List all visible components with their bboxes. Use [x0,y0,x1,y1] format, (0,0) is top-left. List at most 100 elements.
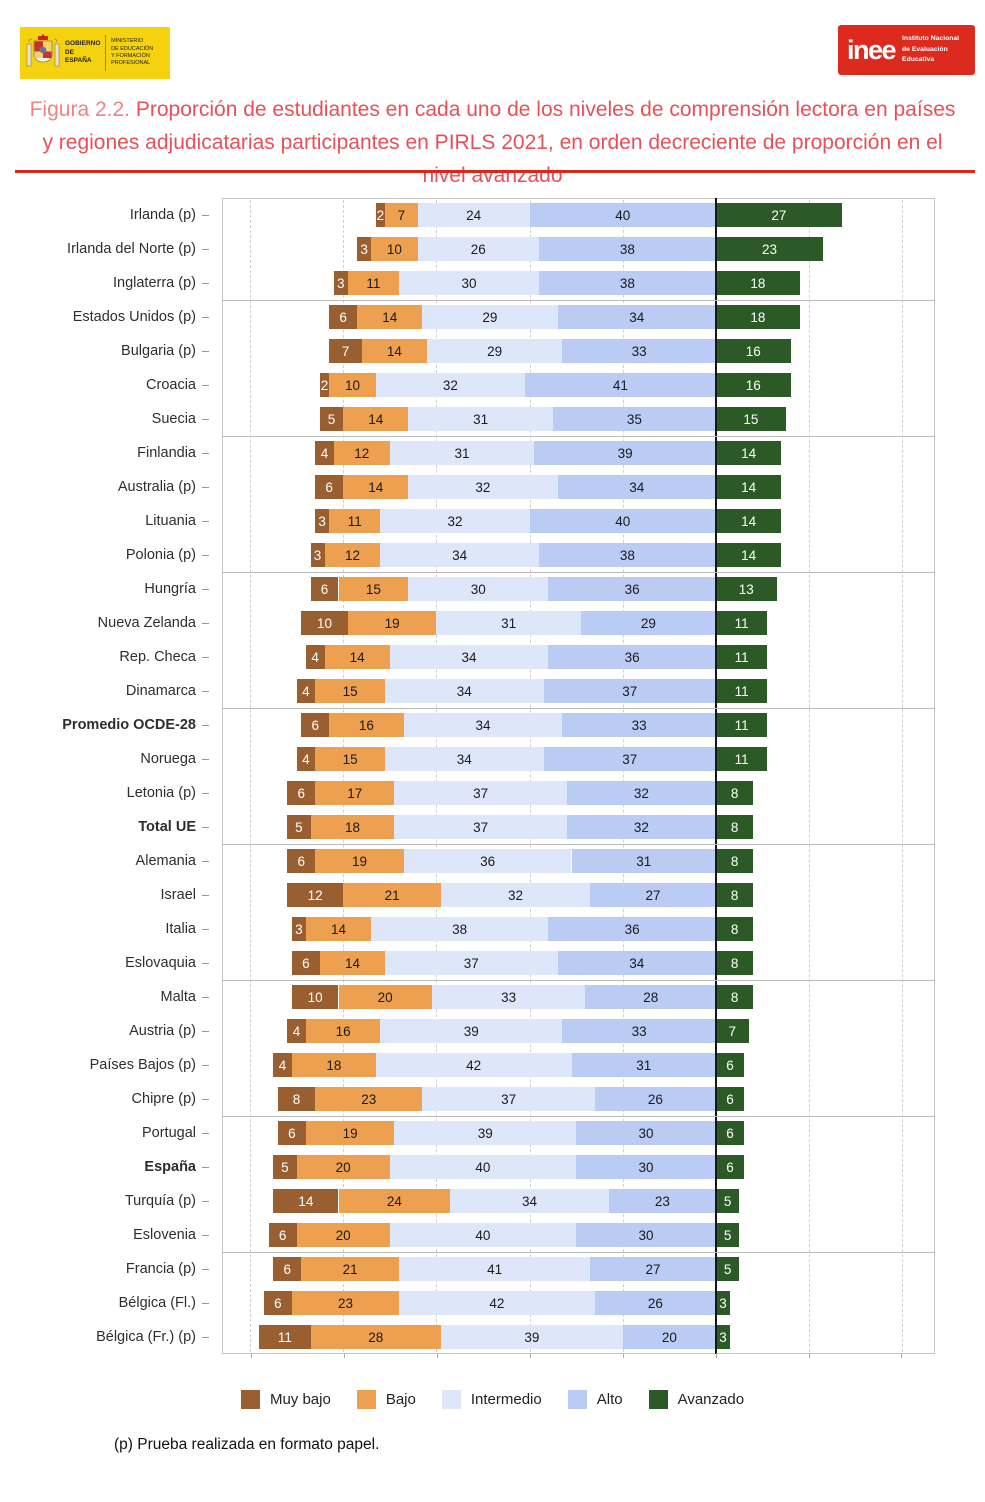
row-label: Australia (p) [117,479,196,495]
gridline [436,200,438,1352]
row-label: Letonia (p) [126,785,196,801]
row-label: Eslovaquia [125,955,196,971]
bar-segment-intermedio: 32 [375,373,525,397]
row-plot: 4 14 34 36 11 [222,640,935,674]
legend-label: Intermedio [470,1391,542,1408]
row-plot: 6 17 37 32 8 [222,776,935,810]
gridline [343,200,345,1352]
bar-segment-muy-bajo: 14 [273,1189,339,1213]
bar-segment-bajo: 14 [305,917,372,941]
bar-segment-avanzado: 11 [715,611,768,635]
row-plot: 5 14 31 35 15 [222,402,935,436]
bar-segment-alto: 36 [548,577,716,601]
row-axis-tick [202,486,209,488]
bar-segment-intermedio: 40 [389,1223,577,1247]
legend-item: Avanzado [648,1390,744,1409]
row-axis-tick [202,282,209,284]
bar-segment-muy-bajo: 3 [333,271,348,295]
bar-segment-avanzado: 11 [715,713,768,737]
bar-segment-alto: 40 [529,509,716,533]
bar-segment-muy-bajo: 7 [329,339,362,363]
bar-segment-intermedio: 34 [450,1189,609,1213]
legend-swatch [441,1390,461,1409]
chart-row: Inglaterra (p) 3 11 30 38 18 [0,266,985,300]
bar-segment-alto: 26 [594,1087,716,1111]
row-plot: 11 28 39 20 3 [222,1320,935,1354]
bar-segment-muy-bajo: 6 [277,1121,306,1145]
bar-segment-avanzado: 8 [715,917,754,941]
bar-segment-intermedio: 41 [399,1257,591,1281]
row-axis-tick [202,1064,209,1066]
bar-segment-bajo: 12 [333,441,390,465]
bar-segment-avanzado: 8 [715,781,754,805]
row-label: Bulgaria (p) [121,343,196,359]
bar-segment-intermedio: 36 [403,849,572,873]
inee-name-line-1: Instituto Nacional [902,35,960,43]
bar-segment-bajo: 10 [371,237,418,261]
row-label: Eslovenia [133,1227,196,1243]
gov-line2: DE ESPAÑA [65,48,92,65]
bar-segment-muy-bajo: 4 [315,441,334,465]
bar-segment-alto: 23 [608,1189,716,1213]
row-axis-tick [202,554,209,556]
bar-segment-alto: 26 [594,1291,716,1315]
chart-row: Letonia (p) 6 17 37 32 8 [0,776,985,810]
bar-segment-alto: 36 [548,917,716,941]
figure-title-text: Proporción de estudiantes en cada uno de… [42,98,956,187]
bar-segment-alto: 31 [571,849,716,873]
bar-segment-bajo: 11 [329,509,381,533]
chart-row: Rep. Checa 4 14 34 36 11 [0,640,985,674]
row-axis-tick [202,656,209,658]
bar-segment-muy-bajo: 6 [263,1291,292,1315]
bar-segment-muy-bajo: 10 [301,611,348,635]
row-plot: 4 16 39 33 7 [222,1014,935,1048]
bar-segment-intermedio: 34 [385,679,544,703]
row-plot: 2 7 24 40 27 [222,198,935,232]
chart-row: Croacia 2 10 32 41 16 [0,368,985,402]
chart-row: Portugal 6 19 39 30 6 [0,1116,985,1150]
bar-segment-bajo: 28 [310,1325,441,1349]
bar-segment-muy-bajo: 3 [310,543,325,567]
row-label: Portugal [141,1125,196,1141]
bar-segment-alto: 30 [576,1155,716,1179]
row-axis-tick [202,792,209,794]
bar-segment-bajo: 14 [343,407,409,431]
bar-segment-alto: 37 [543,679,716,703]
bar-segment-muy-bajo: 3 [291,917,306,941]
bar-segment-muy-bajo: 2 [319,373,330,397]
row-plot: 6 14 32 34 14 [222,470,935,504]
bar-segment-bajo: 7 [385,203,418,227]
row-plot: 5 20 40 30 6 [222,1150,935,1184]
chart-row: Australia (p) 6 14 32 34 14 [0,470,985,504]
bar-segment-alto: 36 [548,645,716,669]
chart-row: Israel 12 21 32 27 8 [0,878,985,912]
chart-row: Lituania 3 11 32 40 14 [0,504,985,538]
bar-segment-alto: 30 [576,1121,716,1145]
gridline [809,200,811,1352]
bar-segment-intermedio: 30 [408,577,549,601]
row-label: Finlandia [137,445,196,461]
bar-segment-intermedio: 30 [399,271,539,295]
row-label: Nueva Zelanda [97,615,196,631]
gobierno-espana-logo: GOBIERNO DE ESPAÑA MINISTERIO DE EDUCACI… [20,27,170,79]
chart-row: Francia (p) 6 21 41 27 5 [0,1252,985,1286]
bar-segment-intermedio: 31 [389,441,535,465]
chart-legend: Muy bajo Bajo Intermedio Alto Avanzado [0,1390,985,1409]
chart-row: Irlanda (p) 2 7 24 40 27 [0,198,985,232]
bar-segment-muy-bajo: 6 [287,849,316,873]
bar-segment-avanzado: 16 [715,373,791,397]
row-axis-tick [202,248,209,250]
row-label: Turquía (p) [124,1193,196,1209]
row-plot: 7 14 29 33 16 [222,334,935,368]
row-axis-tick [202,418,209,420]
bar-segment-alto: 37 [543,747,716,771]
row-axis-tick [202,520,209,522]
bar-segment-alto: 38 [538,271,716,295]
bar-segment-alto: 35 [552,407,716,431]
legend-item: Alto [567,1390,623,1409]
row-plot: 2 10 32 41 16 [222,368,935,402]
bar-segment-intermedio: 34 [403,713,563,737]
row-axis-tick [202,316,209,318]
bar-segment-bajo: 21 [301,1257,400,1281]
legend-swatch [240,1390,260,1409]
